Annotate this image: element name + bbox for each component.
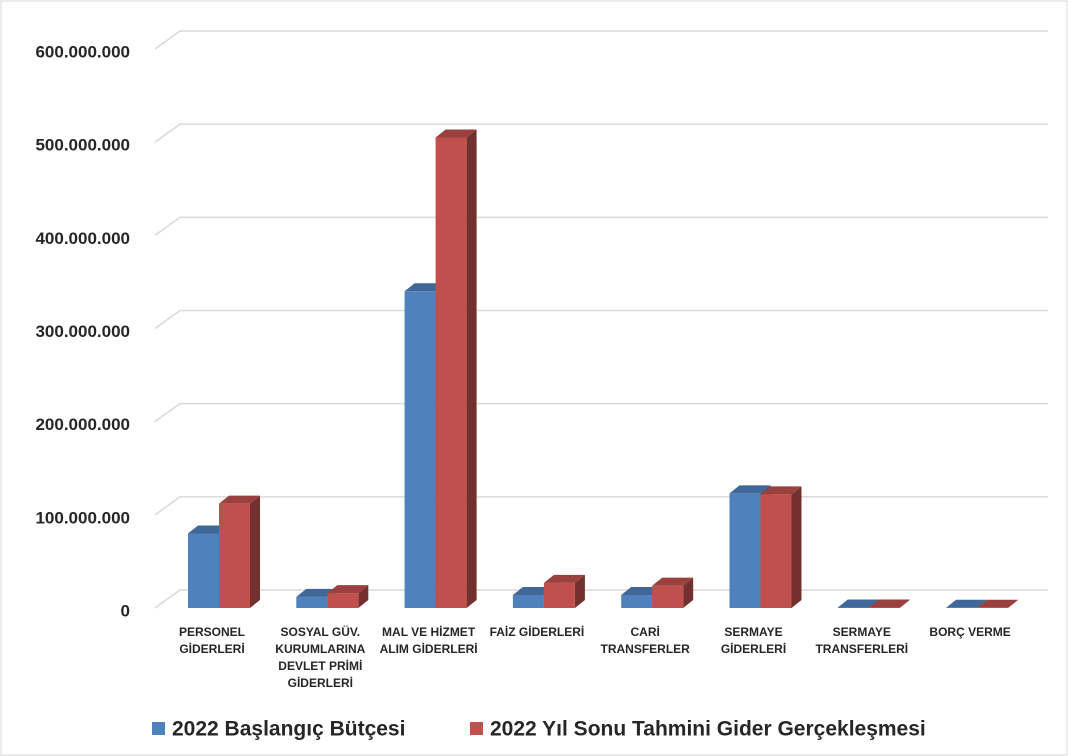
bar-front — [760, 494, 792, 608]
grid-line — [154, 30, 1048, 50]
bar-top — [512, 586, 554, 595]
bar — [435, 129, 477, 608]
x-tick-label-line: GİDERLERİ — [179, 641, 244, 656]
bar-front — [512, 594, 544, 608]
bar-top — [219, 495, 260, 504]
bar — [327, 585, 369, 608]
bar-top — [188, 525, 229, 534]
bar-side — [683, 577, 694, 608]
x-tick-label-line: TRANSFERLER — [601, 642, 691, 656]
bar-front — [296, 596, 328, 608]
bar-top — [868, 599, 910, 608]
bar-front — [652, 585, 684, 608]
x-tick-label-line: MAL VE HİZMET — [382, 624, 476, 639]
legend-swatch — [152, 722, 165, 735]
x-tick-label-line: CARİ — [631, 624, 660, 639]
x-tick-label-line: GİDERLERİ — [288, 675, 353, 690]
y-tick-label: 300.000.000 — [35, 322, 130, 341]
y-tick-label: 200.000.000 — [35, 415, 130, 434]
bar-front — [729, 493, 761, 608]
bar-side — [1008, 599, 1019, 608]
bar — [977, 599, 1019, 608]
bar-front — [327, 593, 359, 608]
bar-top — [404, 283, 446, 292]
y-tick-label: 500.000.000 — [35, 136, 130, 155]
bar-front — [188, 533, 219, 608]
bar — [543, 574, 585, 608]
x-tick-label: PERSONEL GİDERLERİ — [179, 625, 245, 656]
x-tick-label: CARİ TRANSFERLER — [601, 624, 691, 656]
bar-side — [791, 486, 802, 608]
x-tick-label-line: PERSONEL — [179, 625, 245, 639]
y-tick-label: 100.000.000 — [35, 508, 130, 527]
bar-side — [899, 599, 910, 608]
bar-top — [729, 485, 771, 494]
bar — [219, 495, 260, 608]
bar-top — [621, 586, 663, 595]
bar-top — [652, 577, 694, 586]
x-tick-label-line: GİDERLERİ — [721, 641, 786, 656]
x-tick-label: BORÇ VERME — [929, 625, 1010, 639]
x-tick-label-line: SERMAYE — [724, 625, 782, 639]
bar-top — [946, 599, 988, 608]
bar-front — [543, 582, 575, 608]
bar — [868, 599, 910, 608]
bar-top — [760, 486, 802, 495]
grid-line — [154, 123, 1048, 143]
x-tick-label-line: FAİZ GİDERLERİ — [490, 624, 585, 639]
legend-swatch — [470, 722, 483, 735]
bar-top — [543, 574, 585, 583]
bar-side — [466, 129, 477, 608]
y-tick-label: 0 — [121, 601, 130, 620]
bar-top — [977, 599, 1019, 608]
x-tick-label: SOSYAL GÜV. KURUMLARINA DEVLET PRİMİ GİDERL… — [275, 624, 365, 690]
bar-top — [837, 599, 879, 608]
x-tick-label-line: DEVLET PRİMİ — [278, 658, 362, 673]
bar-front — [621, 594, 653, 608]
legend-label: 2022 Başlangıç Bütçesi — [172, 718, 405, 741]
x-tick-label-line: KURUMLARINA — [275, 642, 365, 656]
bar — [652, 577, 694, 608]
grid-line — [154, 309, 1048, 330]
bar-top — [327, 585, 369, 594]
x-tick-label-line: ALIM GİDERLERİ — [380, 641, 478, 656]
y-tick-label: 600.000.000 — [35, 42, 130, 61]
x-tick-label: MAL VE HİZMET ALIM GİDERLERİ — [380, 624, 478, 656]
x-tick-label: SERMAYE GİDERLERİ — [721, 625, 786, 656]
bar-side — [574, 574, 585, 608]
x-tick-label-line: BORÇ VERME — [929, 625, 1010, 639]
bar-side — [358, 585, 369, 608]
bar-top — [296, 588, 338, 597]
bar-front — [219, 503, 250, 608]
x-tick-label: SERMAYE TRANSFERLERİ — [815, 625, 908, 656]
x-tick-label: FAİZ GİDERLERİ — [490, 624, 585, 639]
bar-top — [435, 129, 477, 138]
grid-line — [154, 216, 1048, 236]
bar-side — [250, 495, 260, 608]
bar-front — [435, 137, 467, 608]
bar — [760, 486, 802, 608]
grid-line — [154, 402, 1048, 423]
x-tick-label-line: TRANSFERLERİ — [815, 641, 908, 656]
bar-front — [404, 291, 436, 608]
x-tick-label-line: SERMAYE — [833, 625, 891, 639]
y-tick-label: 400.000.000 — [35, 229, 130, 248]
legend-label: 2022 Yıl Sonu Tahmini Gider Gerçekleşmes… — [490, 718, 926, 741]
x-tick-label-line: SOSYAL GÜV. — [281, 624, 361, 639]
